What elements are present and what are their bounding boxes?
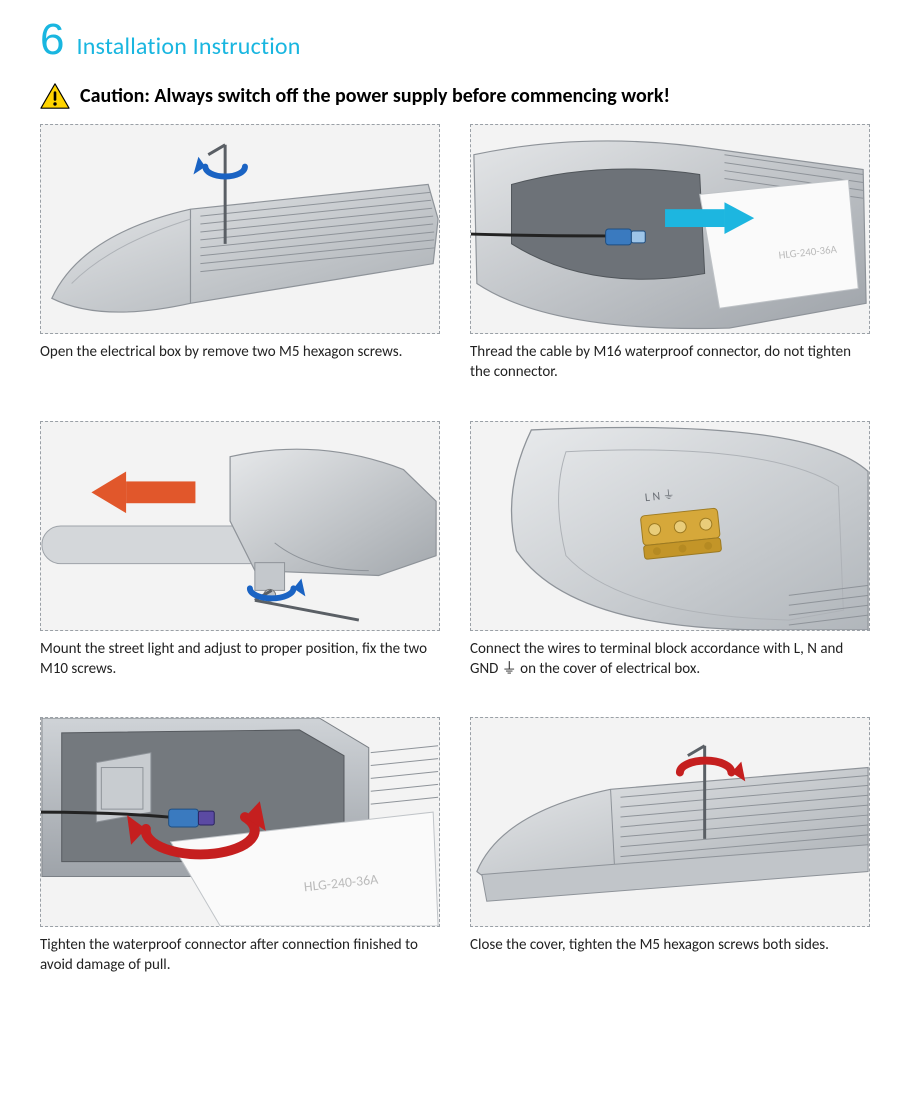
step-2-caption: Thread the cable by M16 waterproof conne… [470,342,870,383]
step-3-figure [40,421,440,631]
step-6-figure [470,717,870,927]
step-4-figure: L N ⏚ [470,421,870,631]
step-1: Open the electrical box by remove two M5… [40,124,440,383]
caution-text: Caution: Always switch off the power sup… [80,84,670,108]
step-5-caption: Tighten the waterproof connector after c… [40,935,440,976]
step-6-caption: Close the cover, tighten the M5 hexagon … [470,935,870,955]
step-3-caption: Mount the street light and adjust to pro… [40,639,440,680]
step-4: L N ⏚ [470,421,870,680]
section-header: 6 Installation Instruction [40,18,870,62]
section-number: 6 [40,18,64,62]
step-2-figure: HLG-240-36A [470,124,870,334]
step-4-caption: Connect the wires to terminal block acco… [470,639,870,680]
warning-icon [40,82,70,110]
steps-grid: Open the electrical box by remove two M5… [40,124,870,976]
step-5: HLG-240-36A Tighten t [40,717,440,976]
step-6: Close the cover, tighten the M5 hexagon … [470,717,870,976]
step-1-caption: Open the electrical box by remove two M5… [40,342,440,362]
caution-row: Caution: Always switch off the power sup… [40,82,870,110]
step-2: HLG-240-36A Thread the cable by M16 wate… [470,124,870,383]
step-3: Mount the street light and adjust to pro… [40,421,440,680]
section-title: Installation Instruction [76,32,300,61]
step-1-figure [40,124,440,334]
step-5-figure: HLG-240-36A [40,717,440,927]
